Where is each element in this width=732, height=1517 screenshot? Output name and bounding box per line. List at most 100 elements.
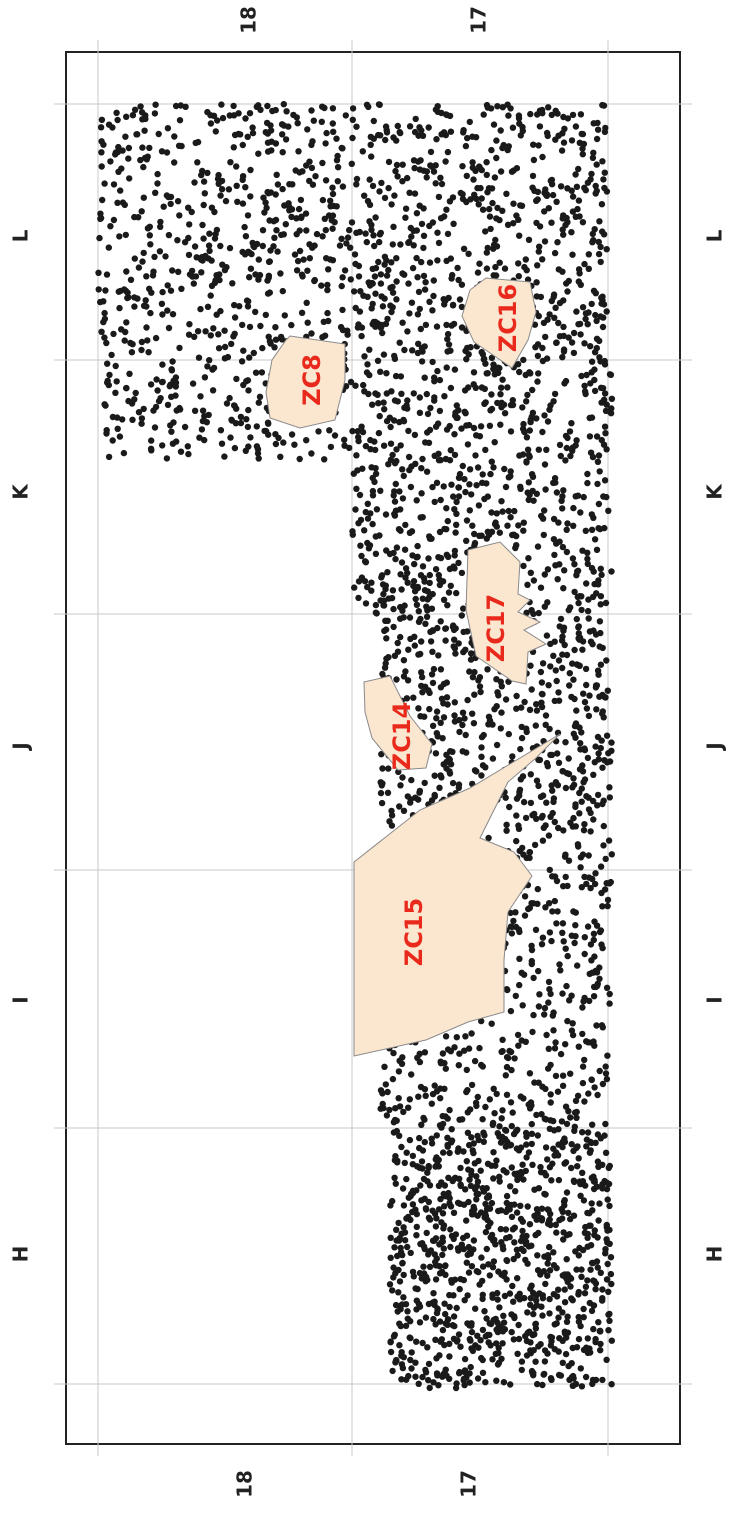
find-dot xyxy=(210,112,218,120)
zone-zc14-polygon[interactable] xyxy=(363,675,433,771)
find-dot xyxy=(605,1288,612,1296)
find-dot xyxy=(526,706,534,713)
find-dot xyxy=(303,299,310,306)
zone-zc16-polygon[interactable] xyxy=(461,277,537,369)
find-dot xyxy=(200,178,208,185)
find-dot xyxy=(568,693,575,701)
find-dot xyxy=(396,418,403,426)
find-dot xyxy=(513,705,520,712)
find-dot xyxy=(499,508,506,515)
find-dot xyxy=(578,1266,585,1273)
find-dot xyxy=(368,587,375,594)
find-dot xyxy=(431,791,438,799)
find-dot xyxy=(393,296,400,303)
find-dot xyxy=(369,182,377,190)
find-dot xyxy=(604,896,612,904)
find-dot xyxy=(427,638,435,645)
find-dot xyxy=(575,1155,582,1162)
find-dot xyxy=(504,221,512,228)
find-dot xyxy=(399,1260,406,1267)
find-dot xyxy=(589,453,597,461)
find-dot xyxy=(457,1164,464,1172)
find-dot xyxy=(602,1070,610,1077)
find-dot xyxy=(550,479,557,487)
zone-zc15-polygon[interactable] xyxy=(353,733,561,1057)
find-dot xyxy=(446,457,454,464)
find-dot xyxy=(394,398,401,405)
find-dot xyxy=(462,1033,469,1040)
find-dot xyxy=(446,1353,453,1360)
find-dot xyxy=(447,128,455,135)
find-dot xyxy=(277,333,285,341)
find-dot xyxy=(515,522,522,529)
zone-zc17-polygon[interactable] xyxy=(465,541,548,685)
find-dot xyxy=(589,969,596,976)
find-dot xyxy=(194,159,201,166)
find-dot xyxy=(585,794,592,801)
find-dot xyxy=(415,1093,422,1100)
find-dot xyxy=(451,552,458,559)
find-dot xyxy=(542,822,549,829)
find-dot xyxy=(291,251,299,258)
zone-zc8-polygon[interactable] xyxy=(265,335,346,429)
find-dot xyxy=(163,149,171,156)
find-dot xyxy=(249,129,257,137)
find-dot xyxy=(148,437,155,444)
find-dot xyxy=(401,602,408,609)
find-dot xyxy=(407,483,415,491)
find-dot xyxy=(423,468,431,475)
find-dot xyxy=(561,567,568,574)
find-dot xyxy=(395,1068,403,1075)
find-dot xyxy=(105,453,113,461)
find-dot xyxy=(291,441,298,448)
find-dot xyxy=(436,376,444,384)
find-dot xyxy=(185,204,192,211)
find-dot xyxy=(483,159,490,166)
find-dot xyxy=(470,424,478,432)
find-dot xyxy=(364,361,371,368)
find-dot xyxy=(434,108,441,116)
find-dot xyxy=(579,1063,587,1070)
find-dot xyxy=(376,238,383,246)
find-dot xyxy=(398,390,405,397)
find-dot xyxy=(201,436,208,444)
find-dot xyxy=(502,1127,510,1134)
find-dot xyxy=(506,1047,513,1055)
find-dot xyxy=(575,1252,582,1259)
find-dot xyxy=(441,1203,448,1210)
find-dot xyxy=(533,1206,541,1213)
find-dot xyxy=(449,1322,456,1329)
find-dot xyxy=(495,692,502,699)
find-dot xyxy=(437,456,444,464)
find-dot xyxy=(606,794,613,801)
find-dot xyxy=(230,333,237,340)
find-dot xyxy=(311,242,318,249)
find-dot xyxy=(413,497,420,504)
find-dot xyxy=(559,1215,566,1222)
find-dot xyxy=(163,192,171,199)
find-dot xyxy=(579,219,587,226)
find-dot xyxy=(498,1271,505,1278)
find-dot xyxy=(267,247,274,254)
find-dot xyxy=(544,566,552,573)
find-dot xyxy=(598,201,606,208)
find-dot xyxy=(551,873,559,880)
find-dot xyxy=(600,842,607,849)
find-dot xyxy=(253,423,260,430)
find-dot xyxy=(361,353,368,360)
find-dot xyxy=(194,138,202,146)
find-dot xyxy=(323,255,330,262)
find-dot xyxy=(588,564,596,572)
find-dot xyxy=(535,967,542,975)
find-dot xyxy=(415,340,422,347)
find-dot xyxy=(420,1263,427,1270)
find-dot xyxy=(377,487,384,494)
find-dot xyxy=(491,439,498,446)
find-dot xyxy=(468,1030,475,1037)
find-dot xyxy=(419,1339,426,1347)
find-dot xyxy=(508,1164,515,1171)
find-dot xyxy=(450,1313,458,1320)
find-dot xyxy=(412,595,419,603)
find-dot xyxy=(499,104,506,111)
find-dot xyxy=(551,697,558,705)
